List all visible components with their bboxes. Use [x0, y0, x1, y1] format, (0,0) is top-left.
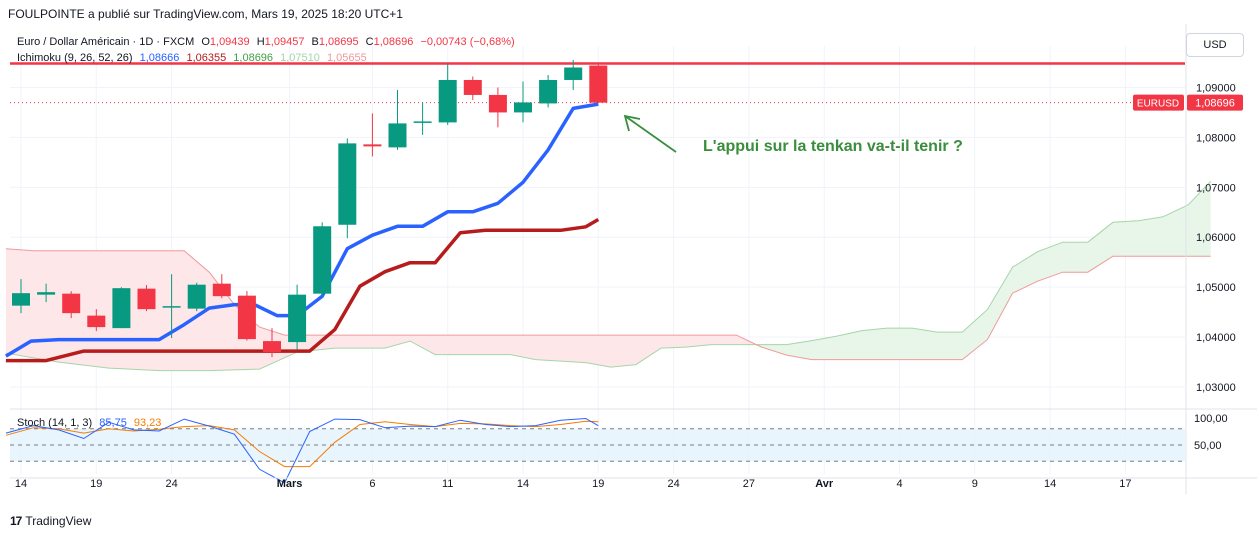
- time-tick-label: 9: [972, 478, 978, 490]
- stoch-label: Stoch (14, 1, 3): [17, 417, 93, 429]
- symbol-tag-label: EURUSD: [1137, 99, 1179, 110]
- time-tick-label: 19: [592, 478, 604, 490]
- high-label: H: [256, 36, 265, 48]
- price-tick-label: 1,08000: [1196, 132, 1236, 144]
- cloud-bearish: [5, 248, 754, 371]
- time-tick-label: Mars: [277, 478, 303, 490]
- annotation-layer: L'appui sur la tenkan va-t-il tenir ?: [623, 114, 963, 155]
- candle-up: [187, 284, 206, 309]
- time-tick-label: Avr: [815, 478, 834, 490]
- candle-down: [212, 283, 231, 297]
- open-value: 1,09439: [209, 36, 250, 48]
- senkou-b-value: 1,05655: [326, 52, 367, 64]
- annotation-text: L'appui sur la tenkan va-t-il tenir ?: [703, 138, 963, 155]
- time-tick-label: 24: [165, 478, 177, 490]
- candle-up: [539, 79, 558, 104]
- candle-up: [162, 306, 181, 308]
- kijun-line: [5, 217, 600, 363]
- candle-up: [338, 143, 357, 225]
- candle-up: [12, 293, 30, 306]
- candle-up: [112, 288, 131, 329]
- senkou-a-value: 1,07510: [280, 52, 320, 64]
- ichimoku-label: Ichimoku (9, 26, 52, 26): [17, 52, 133, 64]
- time-tick-label: 4: [896, 478, 902, 490]
- time-tick-label: 11: [442, 478, 453, 490]
- price-tick-label: 1,03000: [1196, 382, 1236, 394]
- candle-up: [388, 123, 407, 148]
- candle-up: [564, 67, 583, 80]
- candle-down: [363, 144, 382, 147]
- candle-up: [313, 226, 332, 294]
- currency-button[interactable]: USD: [1186, 33, 1244, 57]
- candle-up: [514, 102, 532, 113]
- price-tick-label: 1,04000: [1196, 332, 1236, 344]
- stoch-k-value: 85,75: [99, 417, 127, 429]
- change-value: −0,00743 (−0,68%): [420, 36, 515, 48]
- stoch-d-line: [5, 420, 599, 468]
- ichimoku-legend: Ichimoku (9, 26, 52, 26) 1,08666 1,06355…: [17, 52, 371, 64]
- stoch-legend: Stoch (14, 1, 3) 85,75 93,23: [17, 417, 165, 429]
- time-tick-label: 14: [1044, 478, 1056, 490]
- candle-up: [288, 294, 307, 343]
- tradingview-logo-icon: 17: [10, 514, 22, 528]
- candle-down: [137, 288, 156, 310]
- candle-up: [438, 79, 457, 123]
- stoch-tick-label: 50,00: [1194, 440, 1222, 452]
- low-label: B: [311, 36, 319, 48]
- price-tick-label: 1,09000: [1196, 82, 1236, 94]
- annotation-arrow: [624, 115, 677, 153]
- time-tick-label: 14: [517, 478, 529, 490]
- candle-up: [413, 121, 432, 123]
- time-tick-label: 24: [667, 478, 679, 490]
- time-tick-label: 6: [369, 478, 375, 490]
- symbol-name: Euro / Dollar Américain · 1D · FXCM: [17, 36, 195, 48]
- candle-down: [62, 293, 81, 314]
- tenkan-value: 1,08666: [139, 52, 180, 64]
- close-value: 1,08696: [373, 36, 414, 48]
- footer-brand[interactable]: 17 TradingView: [10, 514, 91, 528]
- kijun-value: 1,06355: [186, 52, 227, 64]
- cloud-bullish: [756, 181, 1211, 360]
- close-label: C: [365, 36, 374, 48]
- candles: [12, 60, 608, 358]
- high-value: 1,09457: [264, 36, 305, 48]
- published-note: FOULPOINTE a publié sur TradingView.com,…: [8, 7, 403, 21]
- low-value: 1,08695: [318, 36, 359, 48]
- candle-down: [87, 315, 106, 328]
- time-tick-label: 27: [743, 478, 755, 490]
- price-tick-label: 1,05000: [1196, 282, 1236, 294]
- candle-down: [589, 65, 608, 103]
- symbol-tag: [1133, 94, 1184, 111]
- stoch-k-line: [5, 417, 599, 484]
- price-tick-label: 1,07000: [1196, 182, 1236, 194]
- stoch-tick-label: 100,00: [1194, 413, 1228, 425]
- candle-down: [263, 341, 281, 353]
- stochastic-pane: [5, 417, 1185, 484]
- tradingview-brand: TradingView: [25, 514, 92, 528]
- time-tick-label: 19: [90, 478, 102, 490]
- annotation-arrowhead: [623, 114, 641, 132]
- chart-area[interactable]: 1,09000 1,08000 1,07000 1,06000 1,05000 1,040…: [0, 24, 1257, 509]
- time-tick-label: 17: [1119, 478, 1131, 490]
- candle-down: [237, 295, 256, 340]
- candle-up: [37, 292, 56, 295]
- price-tick-label: 1,06000: [1196, 232, 1236, 244]
- stoch-d-value: 93,23: [133, 417, 162, 429]
- price-tag-value: 1,08696: [1195, 98, 1235, 110]
- price-tag: [1187, 94, 1243, 111]
- time-tick-label: 14: [15, 478, 27, 490]
- senkou-b-line: [5, 248, 1211, 361]
- axes: 1,09000 1,08000 1,07000 1,06000 1,05000 1,040…: [10, 24, 1257, 494]
- symbol-legend: Euro / Dollar Américain · 1D · FXCM O1,0…: [17, 36, 519, 48]
- ichimoku-cloud: [5, 180, 1212, 372]
- candle-down: [463, 79, 482, 95]
- chikou-value: 1,08696: [233, 52, 274, 64]
- open-label: O: [201, 36, 210, 48]
- candle-down: [488, 94, 507, 113]
- price-chart-svg[interactable]: 1,09000 1,08000 1,07000 1,06000 1,05000 1,040…: [0, 24, 1257, 509]
